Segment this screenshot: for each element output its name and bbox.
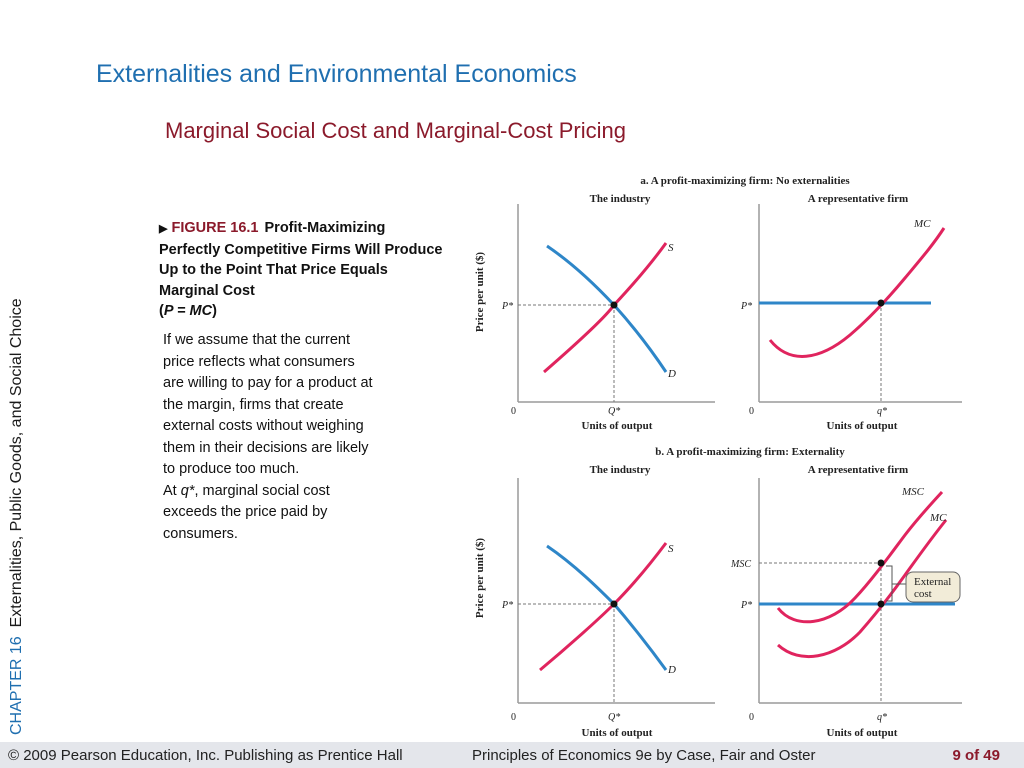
panel-a-firm-origin: 0 <box>749 406 754 417</box>
panel-a-demand-label: D <box>667 368 676 380</box>
panel-b-msc-axis-label: MSC <box>730 559 751 570</box>
panel-a-industry-origin: 0 <box>511 406 516 417</box>
panel-b-mc-point <box>877 600 885 608</box>
page-indicator: 9 of 49 <box>952 747 1000 764</box>
panel-a-Qstar: Q* <box>608 406 620 417</box>
panel-b-msc-point <box>877 559 885 567</box>
panel-a-firm-x-label: Units of output <box>827 420 898 432</box>
panel-b-msc-curve <box>776 490 944 624</box>
caption-arrow-icon: ▶ <box>159 223 168 235</box>
panel-b-industry-x-label: Units of output <box>582 727 653 739</box>
external-cost-label-line2: cost <box>914 588 932 600</box>
panel-a-qstar: q* <box>877 406 887 417</box>
panel-b-msc-label: MSC <box>901 486 925 498</box>
body-line: If we assume that the current <box>163 332 350 348</box>
figure-caption: ▶ FIGURE 16.1 Profit-Maximizing Perfectly … <box>159 218 444 322</box>
panel-b-supply-label: S <box>668 543 674 555</box>
slide-title: Externalities and Environmental Economic… <box>96 60 577 88</box>
body-rest: , marginal social cost <box>194 482 330 499</box>
panel-a-supply-label: S <box>668 242 674 254</box>
panel-a-supply-curve <box>543 242 668 374</box>
panel-a-mc-label: MC <box>913 218 931 230</box>
panel-a-industry-x-label: Units of output <box>582 420 653 432</box>
figure-eq-open: ( <box>159 303 164 319</box>
panel-b-industry-label: The industry <box>590 464 651 476</box>
panel-a-industry-equilibrium-point <box>610 301 618 309</box>
body-line: are willing to pay for a product at <box>163 375 373 391</box>
figure-equation: P = MC <box>163 303 213 319</box>
panel-b-firm-origin: 0 <box>749 712 754 723</box>
external-cost-label-line1: External <box>914 576 951 588</box>
external-cost-callout <box>905 571 961 603</box>
panel-b-industry-equilibrium-point <box>610 600 618 608</box>
panel-a-title: a. A profit-maximizing firm: No external… <box>640 175 850 187</box>
panel-a-firm-pstar: P* <box>740 301 752 312</box>
panel-a-y-axis-label: Price per unit ($) <box>474 252 486 332</box>
body-line: consumers. <box>163 525 238 542</box>
panel-b-mc-label: MC <box>929 512 947 524</box>
panel-b-firm-label: A representative firm <box>808 464 908 476</box>
panel-b-title: b. A profit-maximizing firm: Externality <box>655 446 845 458</box>
panel-b-mc-curve <box>776 519 948 658</box>
body-line: external costs without weighing <box>163 418 364 434</box>
panel-a-mc-curve <box>768 227 946 358</box>
panel-a-industry-label: The industry <box>590 193 651 205</box>
body-q-star: q* <box>180 482 195 499</box>
figure-title: Profit-Maximizing Perfectly Competitive … <box>159 220 443 299</box>
panel-b-demand-label: D <box>667 664 676 676</box>
body-line: the margin, firms that create <box>163 396 344 413</box>
footer-book-title: Principles of Economics 9e by Case, Fair… <box>472 747 816 764</box>
panel-b-Qstar: Q* <box>608 712 620 723</box>
body-line: to produce too much. <box>163 461 300 477</box>
body-line: exceeds the price paid by <box>163 504 328 520</box>
panel-a-firm-equilibrium-point <box>877 299 885 307</box>
body-line-qstar: At q*, marginal social cost <box>163 481 423 503</box>
body-at: At <box>163 482 181 499</box>
footer-bar: © 2009 Pearson Education, Inc. Publishin… <box>0 742 1024 768</box>
body-line: them in their decisions are likely <box>163 439 369 456</box>
figure-16-1-diagram: a. A profit-maximizing firm: No external… <box>474 175 962 739</box>
panel-b-supply-curve <box>539 542 668 672</box>
figure-eq-close: ) <box>212 303 217 319</box>
footer-copyright: © 2009 Pearson Education, Inc. Publishin… <box>8 747 403 764</box>
panel-b-qstar: q* <box>877 712 887 723</box>
figure-number: FIGURE 16.1 <box>171 220 259 236</box>
panel-a-firm-label: A representative firm <box>808 193 908 205</box>
panel-b-y-axis-label: Price per unit ($) <box>474 538 486 618</box>
figure-explanation: If we assume that the current price refl… <box>163 330 423 545</box>
panel-b-firm-pstar: P* <box>740 600 752 611</box>
panel-b-firm-x-label: Units of output <box>827 727 898 739</box>
slide-subtitle: Marginal Social Cost and Marginal-Cost P… <box>165 118 626 143</box>
panel-b-industry-origin: 0 <box>511 712 516 723</box>
panel-a-industry-pstar: P* <box>501 301 513 312</box>
body-line: price reflects what consumers <box>163 353 355 370</box>
panel-b-industry-pstar: P* <box>501 600 513 611</box>
